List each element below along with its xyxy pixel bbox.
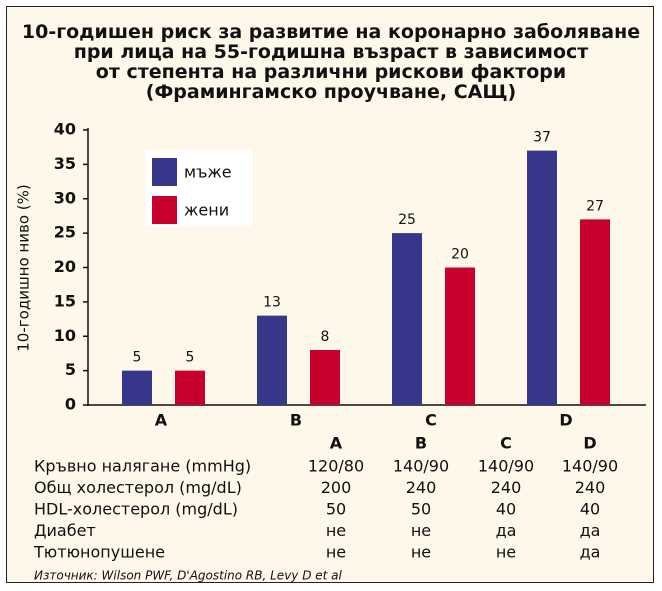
bar xyxy=(580,219,610,405)
table-cell: не xyxy=(411,521,431,540)
table-cell: 40 xyxy=(580,500,600,519)
bar xyxy=(527,150,557,405)
y-axis-label: 10-годишно ниво (%) xyxy=(15,184,33,351)
table-cell: не xyxy=(326,521,346,540)
table-cell: не xyxy=(411,543,431,562)
source-note: Източник: Wilson PWF, D'Agostino RB, Lev… xyxy=(34,569,343,583)
y-tick-label: 0 xyxy=(65,395,76,414)
y-tick-label: 20 xyxy=(54,257,76,276)
bar xyxy=(392,233,422,405)
x-tick-label: C xyxy=(425,411,437,430)
legend-label: жени xyxy=(184,201,229,220)
value-label: 13 xyxy=(263,295,281,311)
row-label: Общ холестерол (mg/dL) xyxy=(34,478,242,497)
x-tick-label: D xyxy=(559,411,572,430)
x-tick-label: B xyxy=(290,411,302,430)
value-label: 20 xyxy=(451,247,469,263)
bar xyxy=(175,370,205,405)
table-header: D xyxy=(583,434,596,453)
row-label: Кръвно налягане (mmHg) xyxy=(34,457,251,476)
value-label: 25 xyxy=(398,212,416,228)
table-header: C xyxy=(500,434,512,453)
y-tick-label: 5 xyxy=(65,360,76,379)
y-tick-label: 40 xyxy=(54,120,76,139)
table-cell: 140/90 xyxy=(393,457,449,476)
y-tick-label: 30 xyxy=(54,188,76,207)
value-label: 5 xyxy=(186,350,195,366)
row-label: HDL-холестерол (mg/dL) xyxy=(34,500,238,519)
table-header: B xyxy=(415,434,427,453)
table-cell: да xyxy=(580,543,601,562)
table-cell: 50 xyxy=(326,500,346,519)
table-cell: 40 xyxy=(496,500,516,519)
table-cell: 140/90 xyxy=(478,457,534,476)
table-cell: да xyxy=(580,521,601,540)
bar xyxy=(257,315,287,405)
chart-title: 10-годишен риск за развитие на коронарно… xyxy=(21,21,641,103)
table-cell: 240 xyxy=(575,478,606,497)
bar xyxy=(310,350,340,405)
value-label: 8 xyxy=(321,329,330,345)
table-cell: 240 xyxy=(406,478,437,497)
bar xyxy=(445,267,475,405)
y-tick-label: 25 xyxy=(54,223,76,242)
value-label: 5 xyxy=(133,350,142,366)
legend-swatch xyxy=(152,196,177,224)
value-label: 27 xyxy=(586,198,604,214)
table-cell: 140/90 xyxy=(562,457,618,476)
y-tick-label: 35 xyxy=(54,154,76,173)
y-tick-label: 10 xyxy=(54,326,76,345)
table-cell: 240 xyxy=(491,478,522,497)
table-cell: не xyxy=(496,543,516,562)
table-cell: не xyxy=(326,543,346,562)
y-tick-label: 15 xyxy=(54,291,76,310)
legend-swatch xyxy=(152,158,177,186)
table-cell: 120/80 xyxy=(308,457,364,476)
legend-label: мъже xyxy=(184,163,232,182)
table-cell: 200 xyxy=(321,478,352,497)
row-label: Диабет xyxy=(34,521,96,540)
value-label: 37 xyxy=(533,130,551,146)
row-label: Тютюнопушене xyxy=(33,543,165,562)
table-cell: 50 xyxy=(411,500,431,519)
table-header: A xyxy=(330,434,343,453)
table-cell: да xyxy=(496,521,517,540)
bar xyxy=(122,370,152,405)
x-tick-label: A xyxy=(155,411,168,430)
